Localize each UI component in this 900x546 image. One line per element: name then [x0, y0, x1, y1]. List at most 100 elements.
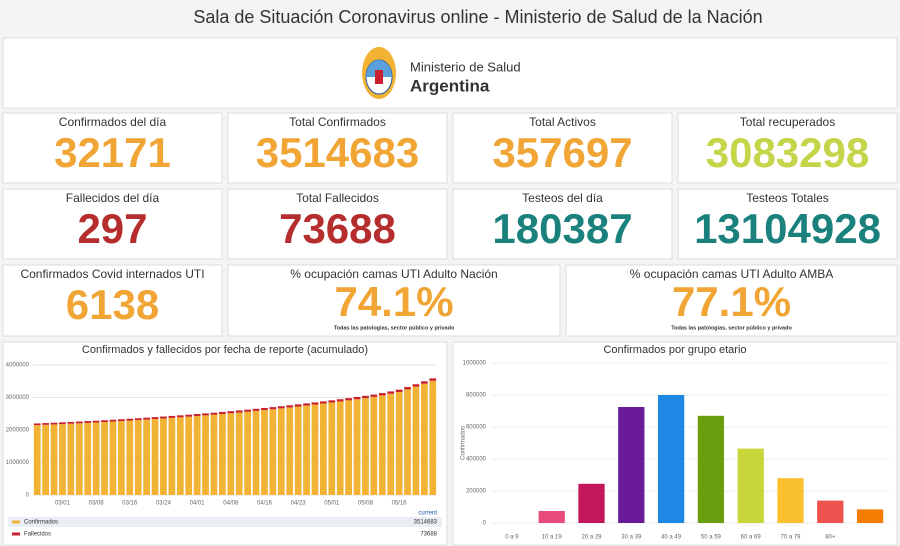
bar-segment [277, 408, 285, 495]
y-tick-label: 0 [26, 493, 30, 499]
bar-segment [126, 420, 134, 495]
logo-line1: Ministerio de Salud [410, 59, 521, 74]
x-tick-label: 05/08 [358, 501, 374, 507]
bar-segment [151, 419, 159, 495]
x-tick-label: 05/01 [324, 501, 340, 507]
x-tick-label: 03/01 [55, 501, 71, 507]
bar-segment [50, 422, 58, 425]
bar-segment [261, 407, 268, 411]
bar-segment [370, 394, 378, 397]
bar-segment [320, 403, 327, 495]
bar-segment [75, 421, 83, 424]
x-tick-label: 70 a 79 [780, 535, 801, 541]
bar-segment [378, 393, 386, 396]
bar-segment [277, 406, 285, 409]
bar-segment [101, 422, 108, 495]
card [227, 112, 448, 184]
bar-segment [118, 419, 125, 422]
bar-segment [176, 415, 184, 418]
y-tick-label: 3000000 [6, 395, 30, 401]
card [2, 264, 223, 337]
card-note: Todas las patologías, sector público y p… [334, 325, 455, 331]
x-tick-label: 60 a 69 [741, 535, 762, 541]
bar-segment [50, 424, 58, 495]
bar-segment [378, 395, 386, 495]
card-label: Confirmados del día [59, 115, 167, 129]
card-value: 3514683 [256, 129, 420, 176]
bar-segment [328, 400, 336, 403]
x-tick-label: 03/24 [156, 501, 172, 507]
bar [697, 415, 725, 523]
x-tick-label: 05/16 [392, 501, 408, 507]
card [677, 188, 898, 260]
x-tick-label: 03/16 [122, 501, 138, 507]
x-tick-label: 04/08 [223, 501, 239, 507]
bar-segment [84, 421, 92, 423]
x-tick-label: 0 a 9 [505, 535, 519, 541]
bar-segment [429, 380, 437, 495]
bar-segment [294, 404, 302, 407]
card-label: % ocupación camas UTI Adulto AMBA [630, 267, 833, 281]
card [452, 112, 673, 184]
bar-segment [286, 405, 294, 408]
card-label: Testeos Totales [746, 191, 829, 205]
bar-segment [336, 401, 344, 495]
x-tick-label: 30 a 39 [621, 535, 642, 541]
card-value: 13104928 [694, 205, 881, 252]
bar-segment [126, 418, 134, 421]
bar-segment [412, 384, 420, 387]
bar-segment [219, 413, 226, 495]
legend-row [8, 517, 442, 527]
card-value: 3083298 [706, 129, 870, 176]
logo-emblem [362, 47, 396, 99]
bar-segment [84, 422, 92, 495]
bar-segment [193, 414, 201, 417]
bar-segment [244, 409, 251, 412]
bar-segment [134, 418, 142, 421]
bar-segment [151, 417, 159, 420]
card-label: Confirmados Covid internados UTI [20, 267, 204, 281]
card-value: 297 [77, 205, 147, 252]
chart-title: Confirmados y fallecidos por fecha de re… [82, 344, 368, 356]
bar-segment [33, 423, 41, 426]
bar-segment [67, 423, 75, 495]
card [227, 264, 561, 337]
x-tick-label: 10 a 19 [542, 535, 563, 541]
card [227, 188, 448, 260]
bar-segment [168, 417, 176, 495]
bar-segment [227, 411, 235, 414]
bar-segment [404, 389, 411, 495]
bar-segment [219, 411, 226, 414]
y-tick-label: 2000000 [6, 428, 30, 434]
x-tick-label: 04/16 [257, 501, 273, 507]
bar-segment [252, 410, 260, 495]
y-tick-label: 200000 [466, 489, 487, 495]
bar-segment [143, 419, 150, 495]
card-label: Testeos del día [522, 191, 603, 205]
legend-header: current [418, 511, 437, 517]
bar-segment [328, 402, 336, 495]
bar-segment [345, 400, 352, 495]
card-value: 32171 [54, 129, 171, 176]
y-tick-label: 0 [483, 521, 487, 527]
bar-segment [311, 402, 319, 405]
bar-segment [59, 422, 66, 425]
bar-segment [303, 405, 310, 495]
bar-segment [395, 389, 403, 392]
bar-segment [202, 415, 209, 495]
card-label: Fallecidos del día [66, 191, 160, 205]
bar-segment [269, 407, 277, 410]
bar-segment [109, 421, 117, 495]
bar [777, 478, 804, 523]
card-label: % ocupación camas UTI Adulto Nación [290, 267, 497, 281]
bar [618, 407, 645, 523]
legend-value: 73688 [420, 532, 437, 538]
x-tick-label: 80+ [825, 535, 836, 541]
bar-segment [286, 407, 294, 495]
bar-segment [370, 396, 378, 495]
bar-segment [362, 398, 369, 495]
bar [578, 483, 605, 523]
card-value: 74.1% [334, 278, 453, 325]
y-tick-label: 4000000 [6, 363, 30, 369]
